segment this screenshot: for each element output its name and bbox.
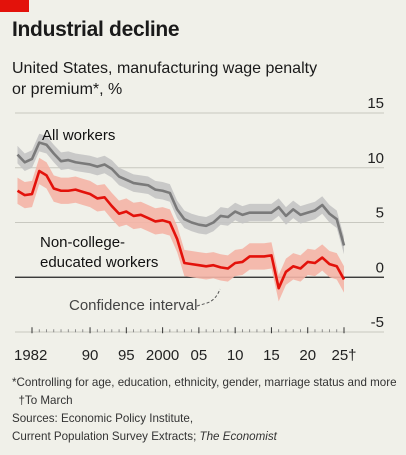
x-tick-label: 25† bbox=[331, 347, 356, 364]
footnote-text: *Controlling for age, education, ethnici… bbox=[12, 376, 397, 389]
series-lines bbox=[16, 141, 346, 290]
x-tick-label: 20 bbox=[299, 347, 316, 364]
chart-title: Industrial decline bbox=[12, 18, 180, 41]
y-tick-label: 0 bbox=[376, 259, 384, 276]
confidence-bands bbox=[17, 133, 344, 302]
x-tick-label: 10 bbox=[227, 347, 244, 364]
y-tick-label: 10 bbox=[367, 150, 384, 167]
series-line-all-workers bbox=[16, 141, 346, 246]
y-tick-label: 15 bbox=[367, 95, 384, 112]
footer-notes: *Controlling for age, education, ethnici… bbox=[12, 374, 402, 446]
footnote-to-march: †To March bbox=[18, 394, 73, 407]
footnote: *Controlling for age, education, ethnici… bbox=[12, 374, 402, 410]
sources-publication: The Economist bbox=[199, 430, 277, 443]
series-label-non-college-line1: Non-college- bbox=[40, 234, 125, 251]
confidence-band-non-college bbox=[17, 157, 344, 302]
x-tick-label: 1982 bbox=[14, 347, 47, 364]
x-tick-label: 15 bbox=[263, 347, 280, 364]
confidence-interval-label: Confidence interval bbox=[69, 297, 197, 314]
chart-subtitle: United States, manufacturing wage penalt… bbox=[12, 60, 318, 98]
y-tick-label: -5 bbox=[371, 314, 384, 331]
sources-line-2: Current Population Survey Extracts; The … bbox=[12, 428, 402, 446]
y-axis-ticks: -5 0 5 10 15 bbox=[367, 95, 384, 331]
series-line-non-college bbox=[16, 169, 346, 290]
x-tick-label: 2000 bbox=[146, 347, 179, 364]
sources-text: Current Population Survey Extracts; bbox=[12, 430, 197, 443]
confidence-band-all-workers bbox=[17, 133, 344, 255]
x-tick-label: 05 bbox=[191, 347, 208, 364]
brand-red-bar bbox=[0, 0, 29, 12]
series-label-non-college-line2: educated workers bbox=[40, 254, 158, 271]
y-tick-label: 5 bbox=[376, 205, 384, 222]
x-axis-ticks: 1982 90 95 2000 05 10 15 20 25† bbox=[14, 327, 357, 364]
x-tick-label: 90 bbox=[82, 347, 99, 364]
sources-line-1: Sources: Economic Policy Institute, bbox=[12, 412, 194, 425]
confidence-interval-leader bbox=[196, 288, 221, 307]
series-label-all-workers: All workers bbox=[42, 127, 115, 144]
x-tick-label: 95 bbox=[118, 347, 135, 364]
